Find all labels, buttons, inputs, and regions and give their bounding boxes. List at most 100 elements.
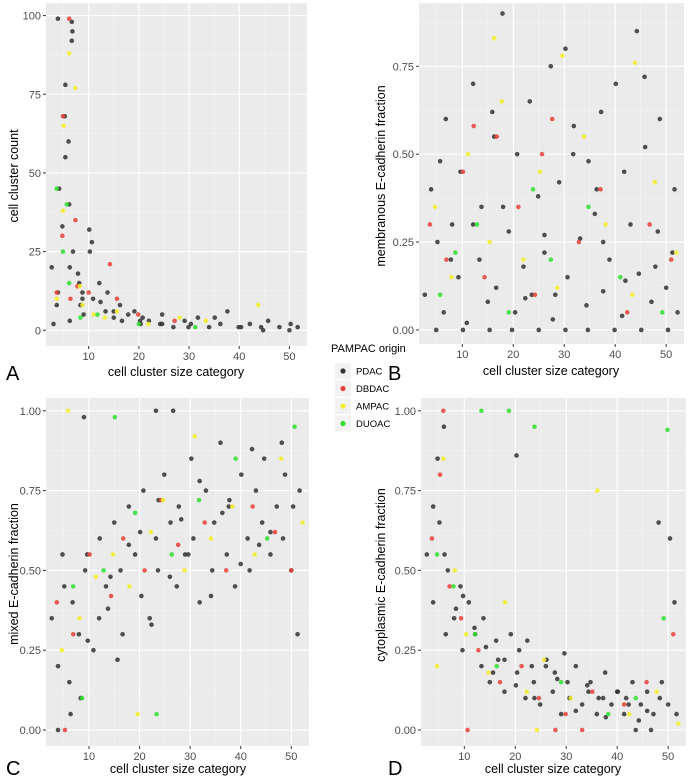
data-point-pdac [189, 456, 194, 461]
x-tick-label: 20 [507, 349, 519, 361]
data-point-pdac [149, 622, 154, 627]
data-point-dbdac [624, 310, 630, 315]
data-point-pdac [623, 695, 629, 701]
panel-a-points [49, 16, 300, 333]
data-point-ampac [676, 721, 681, 726]
xlabel-b: cell cluster size category [483, 364, 620, 378]
data-point-dbdac [576, 239, 582, 245]
data-point-pdac [651, 711, 656, 717]
data-point-duoac [605, 711, 611, 717]
data-point-pdac [536, 327, 542, 333]
data-point-pdac [49, 615, 55, 621]
data-point-dbdac [553, 727, 558, 733]
data-point-pdac [433, 327, 439, 333]
data-point-pdac [153, 536, 159, 541]
data-point-dbdac [114, 296, 120, 302]
data-point-pdac [279, 440, 285, 445]
data-point-ampac [192, 434, 197, 439]
data-point-pdac [550, 317, 556, 322]
data-point-pdac [558, 711, 564, 717]
data-point-pdac [592, 211, 598, 217]
data-point-pdac [672, 187, 677, 192]
legend-label-pdac: PDAC [356, 367, 383, 378]
data-point-pdac [295, 631, 300, 637]
data-point-pdac [80, 296, 85, 302]
data-point-ampac [541, 657, 547, 663]
data-point-pdac [82, 568, 88, 573]
data-point-ampac [560, 53, 565, 59]
data-point-ampac [80, 302, 85, 308]
data-point-pdac [441, 310, 447, 315]
data-point-pdac [51, 321, 56, 327]
data-point-pdac [220, 510, 225, 516]
data-point-pdac [460, 647, 465, 653]
data-point-pdac [531, 679, 537, 685]
data-point-pdac [212, 315, 218, 320]
y-tick-label: 0.50 [20, 565, 41, 577]
data-point-pdac [103, 584, 109, 589]
x-tick-label: 10 [83, 751, 95, 763]
x-tick-label: 50 [285, 751, 297, 763]
data-point-pdac [49, 265, 55, 270]
data-point-dbdac [444, 257, 449, 262]
panel-b: membranous E-cadherin fraction 10 20 30 40 5… [374, 3, 684, 385]
data-point-pdac [188, 321, 194, 327]
data-point-pdac [562, 651, 567, 656]
data-point-pdac [554, 676, 560, 682]
data-point-dbdac [539, 151, 545, 157]
data-point-pdac [261, 456, 267, 461]
data-point-ampac [66, 51, 72, 56]
data-point-ampac [630, 292, 635, 298]
y-tick-label: 75 [29, 89, 41, 101]
data-point-pdac [479, 204, 484, 210]
data-point-ampac [652, 179, 658, 185]
data-point-pdac [260, 327, 266, 333]
data-point-dbdac [590, 689, 595, 695]
x-tick-label: 10 [458, 751, 470, 763]
data-point-ampac [77, 283, 83, 289]
data-point-pdac [80, 290, 85, 295]
data-point-duoac [437, 292, 443, 298]
panel-label-c: C [6, 758, 20, 779]
data-point-pdac [87, 249, 93, 254]
data-point-dbdac [465, 727, 470, 733]
data-point-pdac [600, 695, 606, 701]
data-point-pdac [226, 504, 232, 509]
data-point-ampac [463, 631, 469, 637]
data-point-pdac [170, 408, 176, 414]
data-point-duoac [474, 222, 480, 227]
data-point-duoac [154, 711, 159, 717]
data-point-pdac [203, 488, 209, 493]
data-point-pdac [487, 679, 493, 685]
data-point-pdac [422, 292, 428, 298]
data-point-pdac [168, 520, 173, 525]
x-tick-label: 20 [133, 351, 145, 363]
data-point-pdac [265, 318, 271, 324]
x-tick-label: 50 [283, 351, 295, 363]
x-tick-label: 30 [184, 751, 196, 763]
y-tick-label: 100 [23, 11, 41, 23]
data-point-duoac [451, 584, 456, 589]
data-point-pdac [120, 631, 125, 637]
data-point-ampac [65, 408, 71, 414]
data-point-pdac [70, 249, 76, 254]
data-point-pdac [663, 285, 669, 291]
data-point-duoac [112, 414, 118, 420]
data-point-pdac [96, 615, 102, 621]
panel-c-grid [46, 398, 309, 746]
data-point-pdac [211, 520, 217, 525]
data-point-ampac [91, 312, 96, 317]
data-point-ampac [203, 318, 209, 324]
data-point-pdac [600, 239, 606, 245]
y-tick-label: 0.50 [393, 149, 414, 161]
data-point-ampac [110, 552, 116, 557]
data-point-pdac [570, 151, 576, 157]
data-point-pdac [508, 631, 514, 637]
data-point-pdac [665, 702, 671, 707]
data-point-pdac [115, 657, 120, 663]
data-point-pdac [594, 711, 600, 717]
data-point-duoac [95, 312, 100, 317]
data-point-pdac [256, 542, 262, 548]
data-point-pdac [653, 264, 658, 269]
data-point-duoac [558, 679, 564, 685]
